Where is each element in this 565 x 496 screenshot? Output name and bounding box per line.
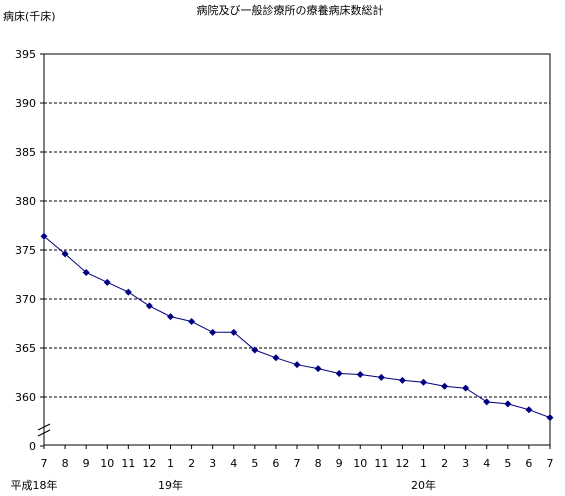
data-point <box>188 318 196 326</box>
y-tick-label: 385 <box>15 146 36 159</box>
y-tick-label: 390 <box>15 97 36 110</box>
x-tick-label: 1 <box>167 457 174 470</box>
y-tick-label: 0 <box>29 440 36 453</box>
x-tick-label: 7 <box>294 457 301 470</box>
data-point <box>230 328 238 336</box>
data-point <box>546 414 554 422</box>
y-tick-label: 365 <box>15 342 36 355</box>
y-tick-label: 395 <box>15 48 36 61</box>
data-point <box>525 406 533 414</box>
year-label: 19年 <box>158 478 183 492</box>
y-tick-label: 370 <box>15 293 36 306</box>
x-tick-label: 2 <box>188 457 195 470</box>
x-tick-label: 10 <box>100 457 114 470</box>
data-point <box>209 328 217 336</box>
series-line <box>43 235 551 419</box>
data-point <box>335 369 343 377</box>
x-tick-label: 1 <box>420 457 427 470</box>
data-point <box>82 269 90 277</box>
data-point <box>377 373 385 381</box>
data-point <box>420 378 427 386</box>
y-tick-label: 375 <box>15 244 36 257</box>
data-point <box>61 250 69 258</box>
x-tick-label: 10 <box>353 457 367 470</box>
data-series <box>40 232 554 422</box>
x-tick-label: 5 <box>504 457 511 470</box>
data-point <box>441 382 449 390</box>
data-point <box>293 361 301 369</box>
x-tick-label: 12 <box>395 457 409 470</box>
data-point <box>398 376 406 384</box>
x-tick-label: 8 <box>62 457 69 470</box>
data-point <box>124 288 132 296</box>
chart-title: 病院及び一般診療所の療養病床数総計 <box>197 3 384 17</box>
axis-break-marker <box>37 423 51 437</box>
x-tick-label: 3 <box>462 457 469 470</box>
grid-lines <box>44 102 550 398</box>
x-tick-label: 6 <box>272 457 279 470</box>
x-tick-label: 4 <box>483 457 490 470</box>
year-label: 平成18年 <box>11 478 58 492</box>
x-axis-year-labels: 平成18年 19年 20年 <box>11 478 437 492</box>
y-axis-unit-label: 病床(千床) <box>3 9 56 23</box>
x-tick-label: 9 <box>83 457 90 470</box>
data-point <box>103 278 111 286</box>
data-point <box>145 302 153 310</box>
data-point <box>504 400 512 408</box>
data-point <box>462 384 470 392</box>
x-tick-label: 4 <box>230 457 237 470</box>
x-tick-label: 12 <box>142 457 156 470</box>
x-tick-label: 2 <box>441 457 448 470</box>
year-label: 20年 <box>411 478 436 492</box>
data-point <box>483 398 491 406</box>
x-tick-label: 8 <box>315 457 322 470</box>
x-tick-label: 5 <box>251 457 258 470</box>
x-axis-ticks: 7 8 9 10 11 12 1 2 3 4 5 6 7 8 9 10 11 12 1 2 3 4 5 6 7 <box>41 445 554 470</box>
x-tick-label: 6 <box>525 457 532 470</box>
y-axis-ticks: 395 390 385 380 375 370 365 360 0 <box>15 48 44 453</box>
x-tick-label: 7 <box>547 457 554 470</box>
data-point <box>251 346 259 354</box>
x-tick-label: 9 <box>336 457 343 470</box>
data-point <box>272 354 280 362</box>
x-tick-label: 11 <box>374 457 388 470</box>
data-point <box>40 232 48 240</box>
x-tick-label: 11 <box>121 457 135 470</box>
data-point <box>356 370 364 378</box>
data-point <box>314 365 322 373</box>
y-tick-label: 360 <box>15 391 36 404</box>
x-tick-label: 7 <box>41 457 48 470</box>
x-tick-label: 3 <box>209 457 216 470</box>
y-tick-label: 380 <box>15 195 36 208</box>
data-point <box>167 313 174 321</box>
